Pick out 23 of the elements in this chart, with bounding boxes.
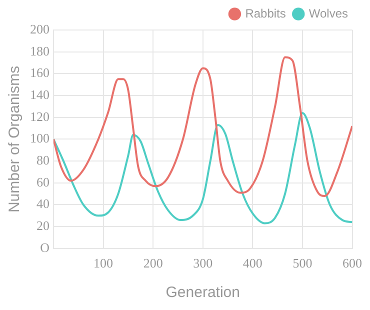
y-tick-label: 200 — [30, 21, 50, 36]
y-tick-label: 80 — [36, 152, 50, 168]
x-tick-label: 200 — [143, 256, 163, 271]
line-series — [54, 112, 352, 224]
y-tick-label: O — [40, 240, 50, 255]
y-tick-label: 140 — [30, 86, 50, 102]
x-tick-label: 600 — [342, 256, 362, 271]
legend-label: Rabbits — [245, 6, 286, 20]
x-axis-title: Generation — [166, 284, 240, 302]
x-tick-label: 400 — [242, 256, 262, 271]
y-tick-label: 160 — [30, 65, 50, 80]
y-axis-title: Number of Organisms — [6, 66, 24, 213]
y-tick-label: 20 — [36, 218, 50, 233]
y-tick-label: 120 — [30, 108, 50, 124]
line-series — [54, 56, 352, 197]
x-tick-label: 300 — [193, 256, 213, 271]
x-tick-label: 100 — [94, 256, 114, 271]
y-tick-label: 60 — [36, 174, 50, 190]
y-tick-label: 100 — [30, 130, 50, 146]
y-tick-label: 40 — [36, 196, 50, 212]
y-tick-label: 180 — [30, 43, 50, 58]
x-tick-label: 500 — [292, 256, 312, 271]
legend-label: Wolves — [308, 6, 348, 20]
